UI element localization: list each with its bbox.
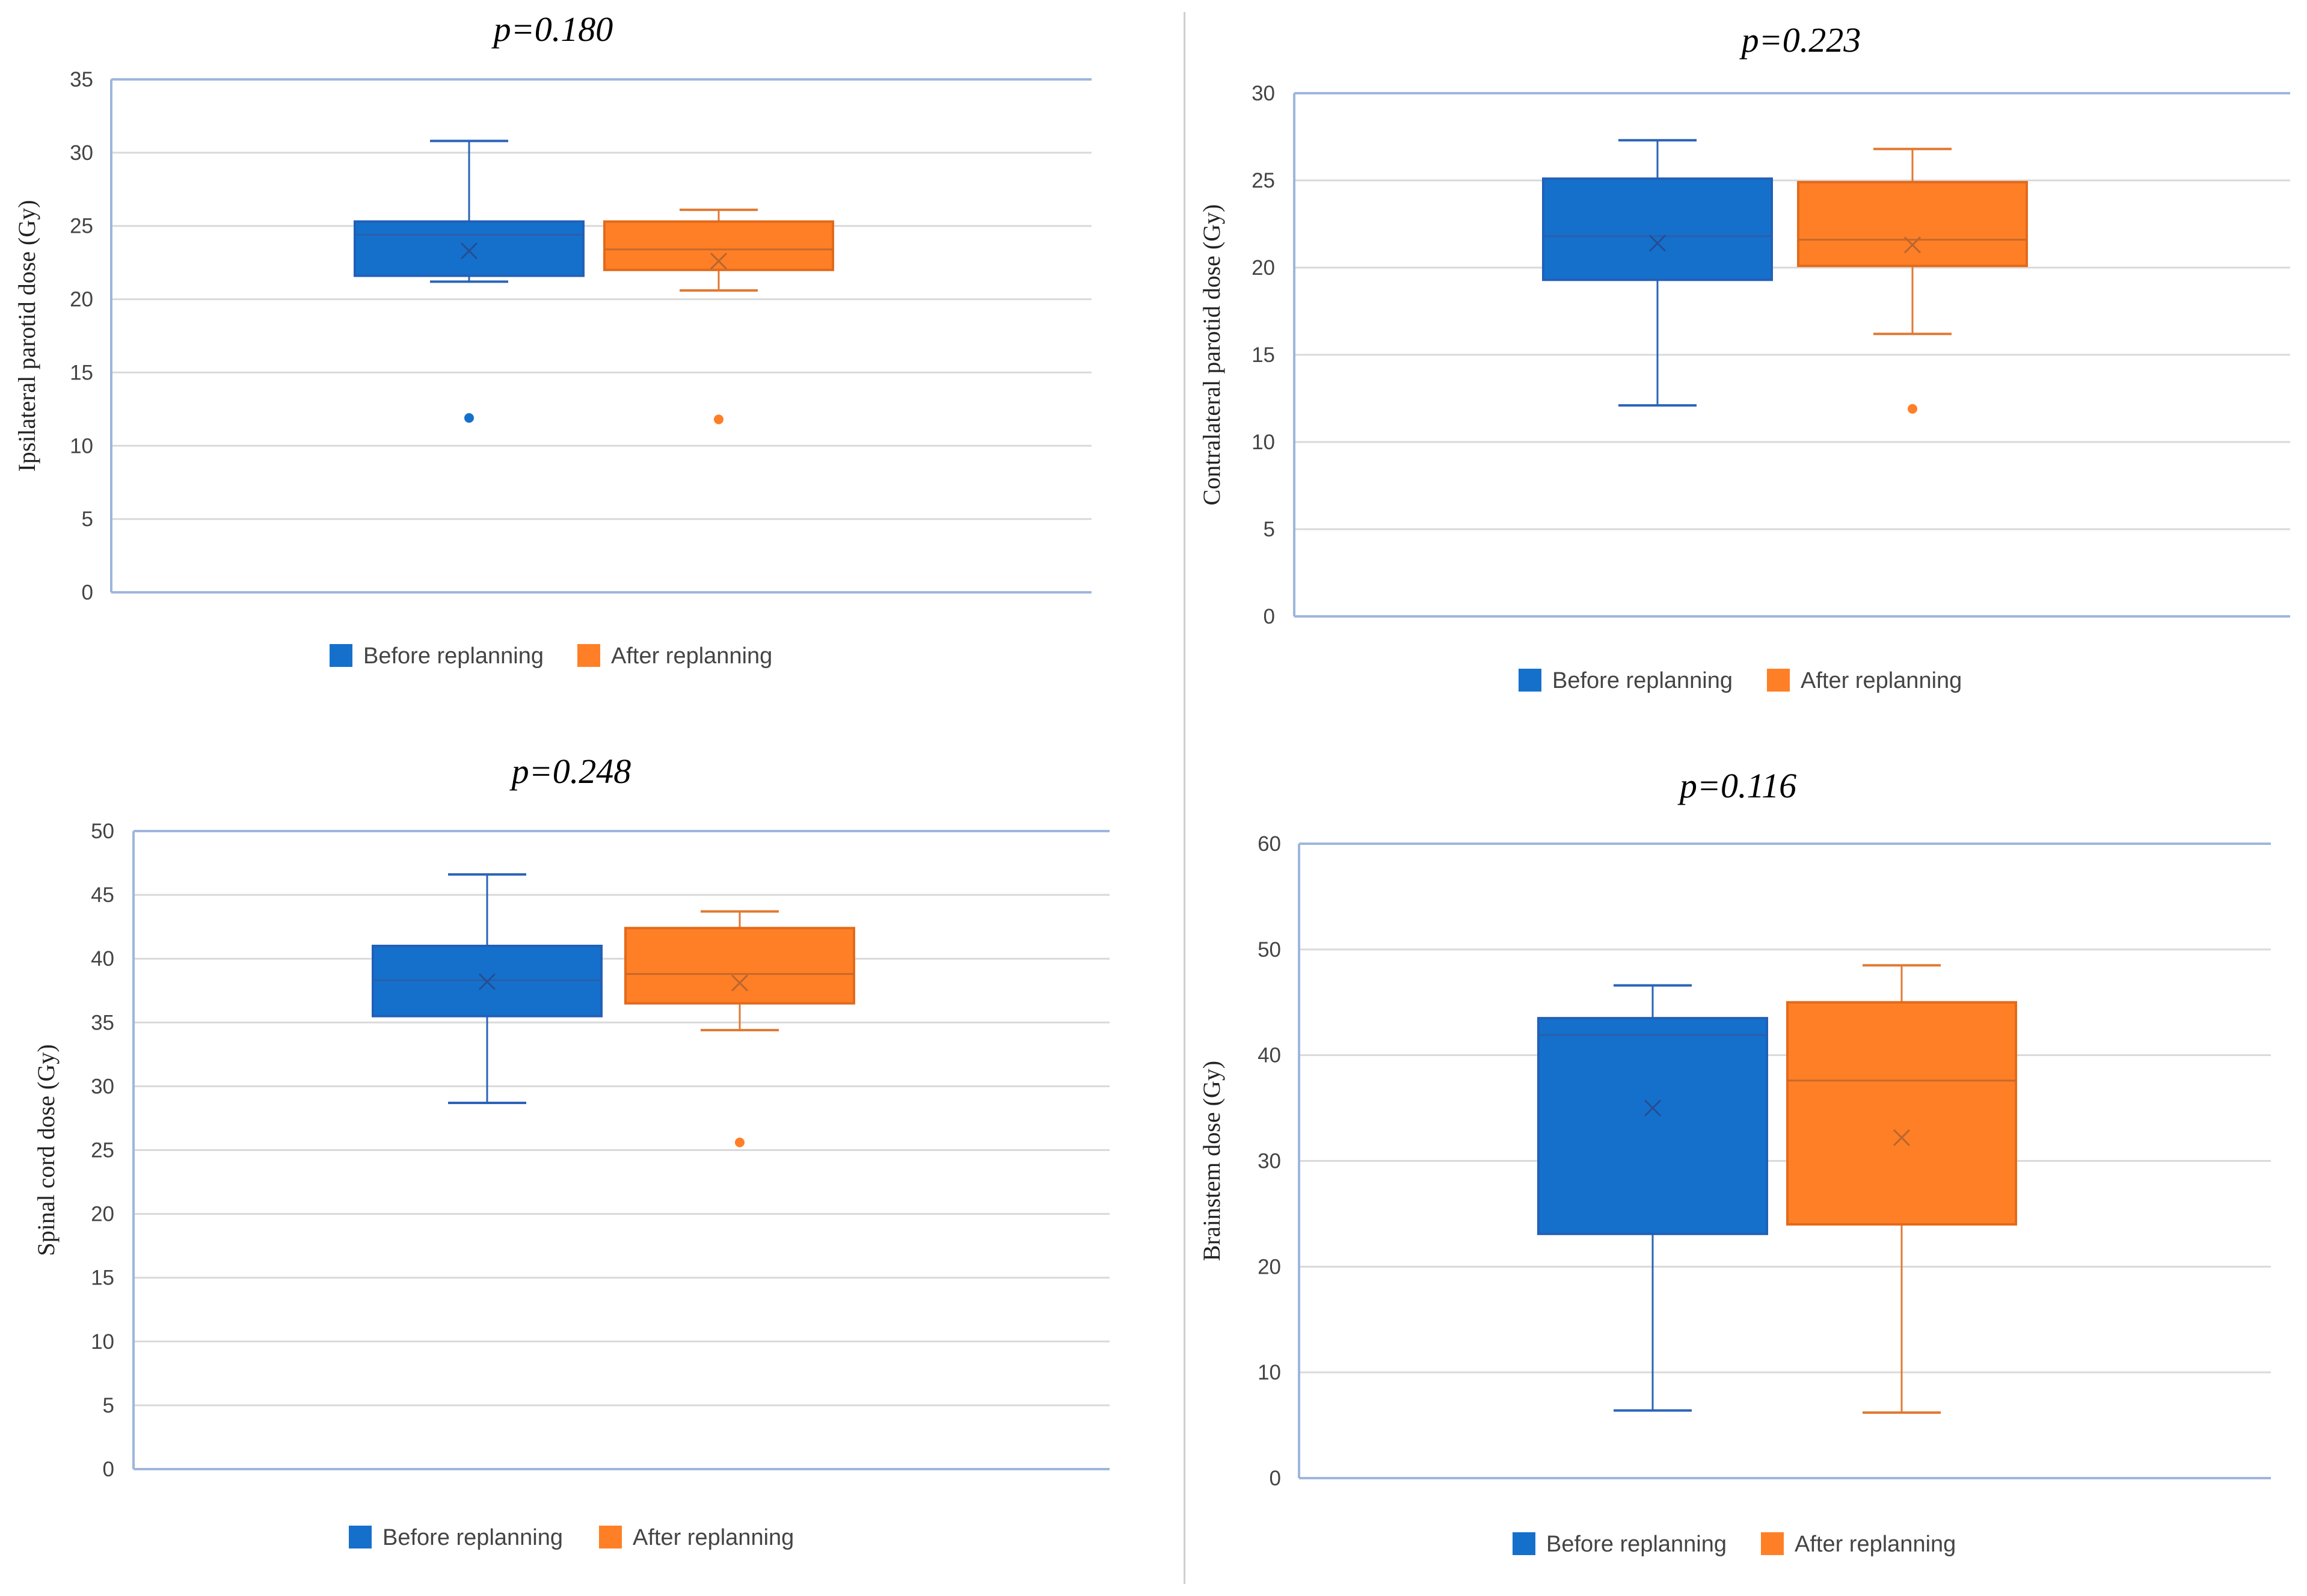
legend-swatch-after [1767,669,1790,692]
outlier-point [735,1137,745,1147]
legend-swatch-before [349,1526,372,1548]
before-box-group [354,140,585,423]
mean-marker [1648,235,1667,252]
y-tick-label: 10 [70,434,93,458]
y-tick-label: 10 [1252,431,1275,454]
legend-label-after: After replanning [1801,668,1962,693]
y-tick-label: 5 [82,508,93,531]
y-tick-label: 0 [82,581,93,604]
y-tick-label: 25 [91,1139,114,1162]
y-tick-label: 10 [91,1330,114,1354]
outlier-point [1908,404,1917,414]
y-tick-label: 20 [1252,256,1275,280]
y-tick-label: 30 [91,1075,114,1098]
iqr-box [1786,1001,2017,1226]
y-axis-label: Ipsilateral parotid dose (Gy) [13,200,40,471]
y-axis-label: Brainstem dose (Gy) [1198,1061,1225,1261]
legend-label-after: After replanning [611,643,772,669]
spinal-cord-chart: p=0.248 0 5 10 15 20 25 30 35 40 45 50 Spinal cord d… [32,752,1110,1550]
outlier-point [714,414,723,425]
mean-marker [1644,1099,1662,1117]
legend-swatch-before [1519,669,1541,692]
y-tick-label: 30 [1258,1150,1281,1173]
ipsilateral-parotid-chart: p=0.180 0 5 10 15 20 25 30 35 Ipsilateral parotid… [13,10,1092,669]
iqr-box [354,220,585,277]
y-axis-label: Spinal cord dose (Gy) [32,1044,60,1256]
y-axis-label: Contralateral parotid dose (Gy) [1198,204,1225,506]
chart-title: p=0.248 [509,752,631,791]
chart-title: p=0.116 [1677,766,1796,805]
legend-label-before: Before replanning [382,1525,563,1550]
y-tick-label: 60 [1258,832,1281,856]
before-box-group [1537,984,1768,1412]
legend: Before replanning After replanning [1513,1532,1956,1557]
y-tick-label: 20 [91,1203,114,1226]
legend: Before replanning After replanning [349,1525,794,1550]
iqr-box [1542,177,1773,281]
iqr-box [1797,180,2028,268]
iqr-box [1537,1017,1768,1235]
mean-marker [1893,1129,1911,1146]
legend-swatch-before [330,644,352,667]
chart-title: p=0.223 [1739,20,1861,60]
legend-label-before: Before replanning [1546,1532,1727,1557]
legend-label-after: After replanning [1795,1532,1956,1557]
y-tick-label: 20 [1258,1255,1281,1278]
legend-swatch-after [577,644,600,667]
brainstem-chart: p=0.116 0 10 20 30 40 50 60 Brainstem dose (Gy) B… [1198,766,2271,1557]
after-box-group [1797,147,2028,414]
y-tick-label: 40 [1258,1044,1281,1067]
y-tick-label: 15 [1252,343,1275,367]
mean-marker [478,973,496,990]
y-tick-label: 50 [91,820,114,843]
y-tick-label: 45 [91,883,114,907]
after-box-group [1786,964,2017,1414]
y-tick-label: 25 [70,215,93,238]
y-tick-label: 30 [70,141,93,165]
before-box-group [372,873,603,1104]
y-tick-label: 35 [70,68,93,91]
y-tick-label: 15 [70,361,93,384]
mean-marker [1903,236,1921,254]
y-tick-label: 50 [1258,938,1281,962]
y-tick-label: 0 [1264,605,1275,628]
mean-marker [460,242,478,260]
legend-swatch-before [1513,1532,1535,1555]
legend: Before replanning After replanning [1519,668,1962,693]
y-tick-label: 25 [1252,169,1275,192]
y-tick-label: 40 [91,947,114,971]
y-tick-label: 0 [1270,1467,1281,1490]
mean-marker [710,253,728,270]
y-tick-label: 5 [103,1394,114,1417]
after-box-group [603,208,834,425]
legend-label-before: Before replanning [363,643,544,669]
y-tick-label: 35 [91,1011,114,1034]
iqr-box [624,927,855,1005]
legend-swatch-after [1761,1532,1784,1555]
chart-title: p=0.180 [491,10,613,49]
after-box-group [624,910,855,1147]
y-tick-label: 0 [103,1458,114,1481]
y-tick-label: 10 [1258,1361,1281,1384]
legend: Before replanning After replanning [330,643,772,669]
mean-marker [731,974,749,992]
before-box-group [1542,139,1773,407]
vertical-divider [1184,12,1185,1584]
y-tick-label: 5 [1264,518,1275,541]
iqr-box [603,220,834,271]
contralateral-parotid-chart: p=0.223 0 5 10 15 20 25 30 Contralateral parotid… [1198,20,2290,693]
legend-label-before: Before replanning [1552,668,1733,693]
y-tick-label: 30 [1252,82,1275,105]
outlier-point [464,413,474,423]
legend-label-after: After replanning [633,1525,794,1550]
y-tick-label: 20 [70,288,93,312]
y-tick-label: 15 [91,1266,114,1290]
legend-swatch-after [599,1526,622,1548]
